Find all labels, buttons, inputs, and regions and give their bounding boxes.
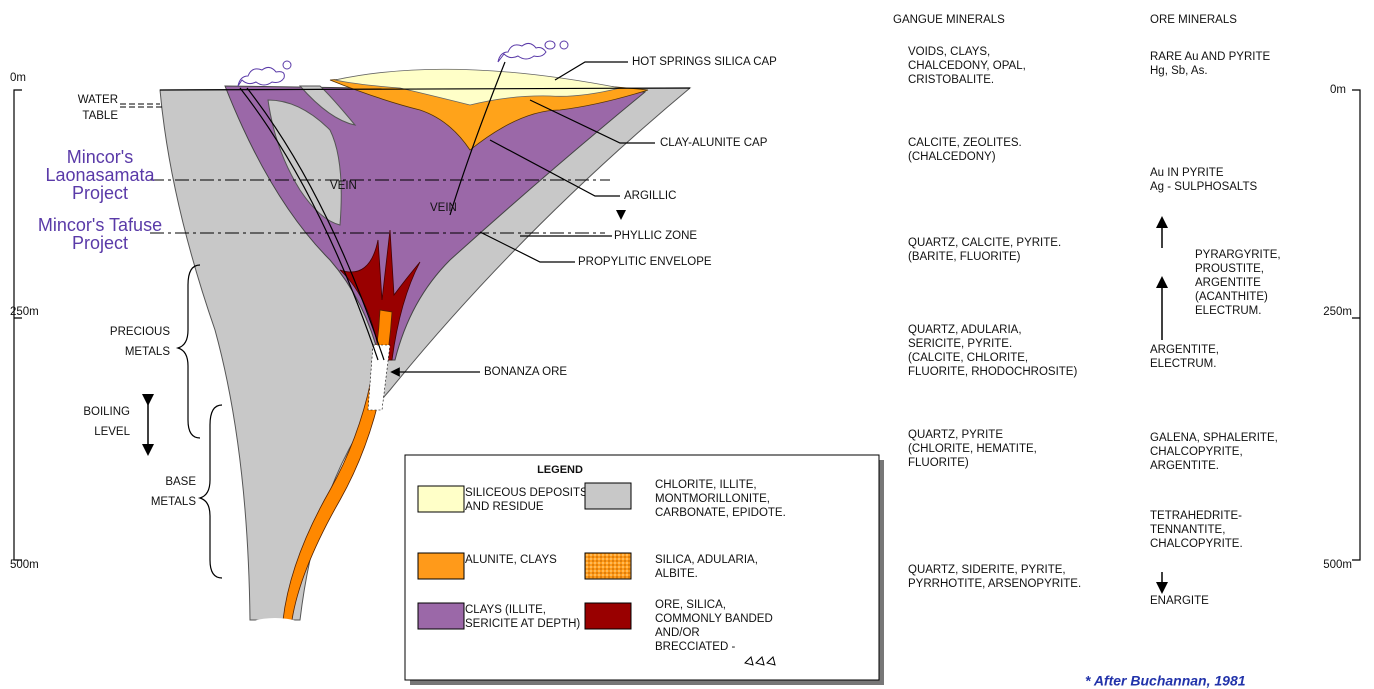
vein-label: VEIN	[330, 180, 357, 192]
steam	[238, 61, 291, 86]
legend-swatch	[585, 603, 631, 629]
steam	[498, 41, 568, 62]
legend-swatch	[585, 483, 631, 509]
legend-swatch	[418, 486, 464, 512]
gangue-row: QUARTZ, CALCITE, PYRITE.	[908, 237, 1061, 249]
argillic-arrow	[616, 210, 626, 220]
project-label: Mincor's	[67, 147, 133, 167]
water-table-label: WATER	[78, 94, 118, 106]
legend-label: CLAYS (ILLITE,	[465, 604, 546, 616]
ore-row: PROUSTITE,	[1195, 263, 1264, 275]
depth-label: 250m	[10, 306, 39, 318]
footnote: * After Buchannan, 1981	[1085, 673, 1246, 689]
zone-label: PROPYLITIC ENVELOPE	[578, 256, 712, 268]
project-label: Mincor's Tafuse	[38, 215, 162, 235]
legend-label: SILICEOUS DEPOSITS	[465, 487, 588, 499]
ore-row: ARGENTITE,	[1150, 344, 1219, 356]
ore-row: TETRAHEDRITE-	[1150, 510, 1242, 522]
zone-label: PHYLLIC ZONE	[614, 230, 697, 242]
ore-row: CHALCOPYRITE.	[1150, 538, 1243, 550]
brace	[178, 265, 200, 438]
zone-label: BONANZA ORE	[484, 366, 567, 378]
gangue-row: FLUORITE, RHODOCHROSITE)	[908, 366, 1077, 378]
legend-swatch	[585, 553, 631, 579]
gangue-row: CALCITE, ZEOLITES.	[908, 137, 1022, 149]
gangue-row: CRISTOBALITE.	[908, 74, 994, 86]
ore-row: (ACANTHITE)	[1195, 291, 1268, 303]
gangue-row: PYRRHOTITE, ARSENOPYRITE.	[908, 578, 1081, 590]
gangue-header: GANGUE MINERALS	[893, 14, 1005, 26]
ore-row: CHALCOPYRITE,	[1150, 446, 1243, 458]
project-label: Laonasamata	[45, 165, 155, 185]
depth-label: 500m	[1323, 559, 1352, 571]
gangue-row: (CALCITE, CHLORITE,	[908, 352, 1028, 364]
gangue-row: QUARTZ, ADULARIA,	[908, 324, 1022, 336]
zone-label: METALS	[151, 496, 196, 508]
legend-label: AND RESIDUE	[465, 501, 544, 513]
gangue-row: (CHLORITE, HEMATITE,	[908, 443, 1037, 455]
ore-row: RARE Au AND PYRITE	[1150, 51, 1270, 63]
gangue-row: (CHALCEDONY)	[908, 151, 996, 163]
legend-label: ALBITE.	[655, 568, 698, 580]
legend-label: MONTMORILLONITE,	[655, 493, 770, 505]
vein-label: VEIN	[430, 202, 457, 214]
legend-label: COMMONLY BANDED	[655, 613, 773, 625]
water-table-line	[120, 104, 165, 107]
legend-title: LEGEND	[537, 464, 583, 476]
ore-row: TENNANTITE,	[1150, 524, 1225, 536]
depth-label: 0m	[1330, 84, 1346, 96]
gangue-row: SERICITE, PYRITE.	[908, 338, 1012, 350]
zone-label: LEVEL	[94, 426, 130, 438]
bottom-cut	[245, 618, 305, 638]
legend-label: AND/OR	[655, 627, 700, 639]
zone-label: HOT SPRINGS SILICA CAP	[632, 56, 777, 68]
project-label: Project	[72, 233, 128, 253]
zone-label: ARGILLIC	[624, 190, 676, 202]
depth-scale	[14, 90, 22, 560]
gangue-row: QUARTZ, PYRITE	[908, 429, 1003, 441]
ore-row: GALENA, SPHALERITE,	[1150, 432, 1278, 444]
zone-label: CLAY-ALUNITE CAP	[660, 137, 768, 149]
legend-label: SERICITE AT DEPTH)	[465, 618, 580, 630]
legend-label: SILICA, ADULARIA,	[655, 554, 758, 566]
legend-label: BRECCIATED -	[655, 641, 735, 653]
brace	[200, 405, 222, 578]
diagram: LEGEND * After Buchannan, 1981 GANGUE MI…	[0, 0, 1374, 689]
legend-label: CARBONATE, EPIDOTE.	[655, 507, 786, 519]
legend-swatch	[418, 603, 464, 629]
ore-row: ARGENTITE.	[1150, 460, 1219, 472]
project-label: Project	[72, 183, 128, 203]
zone-label: PRECIOUS	[110, 326, 170, 338]
ore-row: ENARGITE	[1150, 595, 1209, 607]
gangue-row: CHALCEDONY, OPAL,	[908, 60, 1026, 72]
depth-scale	[1352, 90, 1360, 560]
depth-label: 500m	[10, 559, 39, 571]
legend-label: CHLORITE, ILLITE,	[655, 479, 757, 491]
ore-row: Ag - SULPHOSALTS	[1150, 181, 1257, 193]
gangue-row: FLUORITE)	[908, 457, 969, 469]
gangue-row: (BARITE, FLUORITE)	[908, 251, 1021, 263]
depth-label: 250m	[1323, 306, 1352, 318]
ore-row: ELECTRUM.	[1195, 305, 1261, 317]
legend-swatch	[418, 553, 464, 579]
legend-label: ALUNITE, CLAYS	[465, 554, 557, 566]
depth-label: 0m	[10, 72, 26, 84]
legend-label: ORE, SILICA,	[655, 599, 726, 611]
zone-label: BASE	[165, 476, 196, 488]
gangue-row: QUARTZ, SIDERITE, PYRITE,	[908, 564, 1066, 576]
zone-label: METALS	[125, 346, 170, 358]
ore-row: ARGENTITE	[1195, 277, 1261, 289]
ore-row: ELECTRUM.	[1150, 358, 1216, 370]
ore-row: PYRARGYRITE,	[1195, 249, 1281, 261]
ore-header: ORE MINERALS	[1150, 14, 1237, 26]
gangue-row: VOIDS, CLAYS,	[908, 46, 990, 58]
water-table-label: TABLE	[82, 110, 118, 122]
ore-row: Hg, Sb, As.	[1150, 65, 1208, 77]
leader	[555, 62, 628, 80]
zone-label: BOILING	[83, 406, 130, 418]
ore-row: Au IN PYRITE	[1150, 167, 1224, 179]
